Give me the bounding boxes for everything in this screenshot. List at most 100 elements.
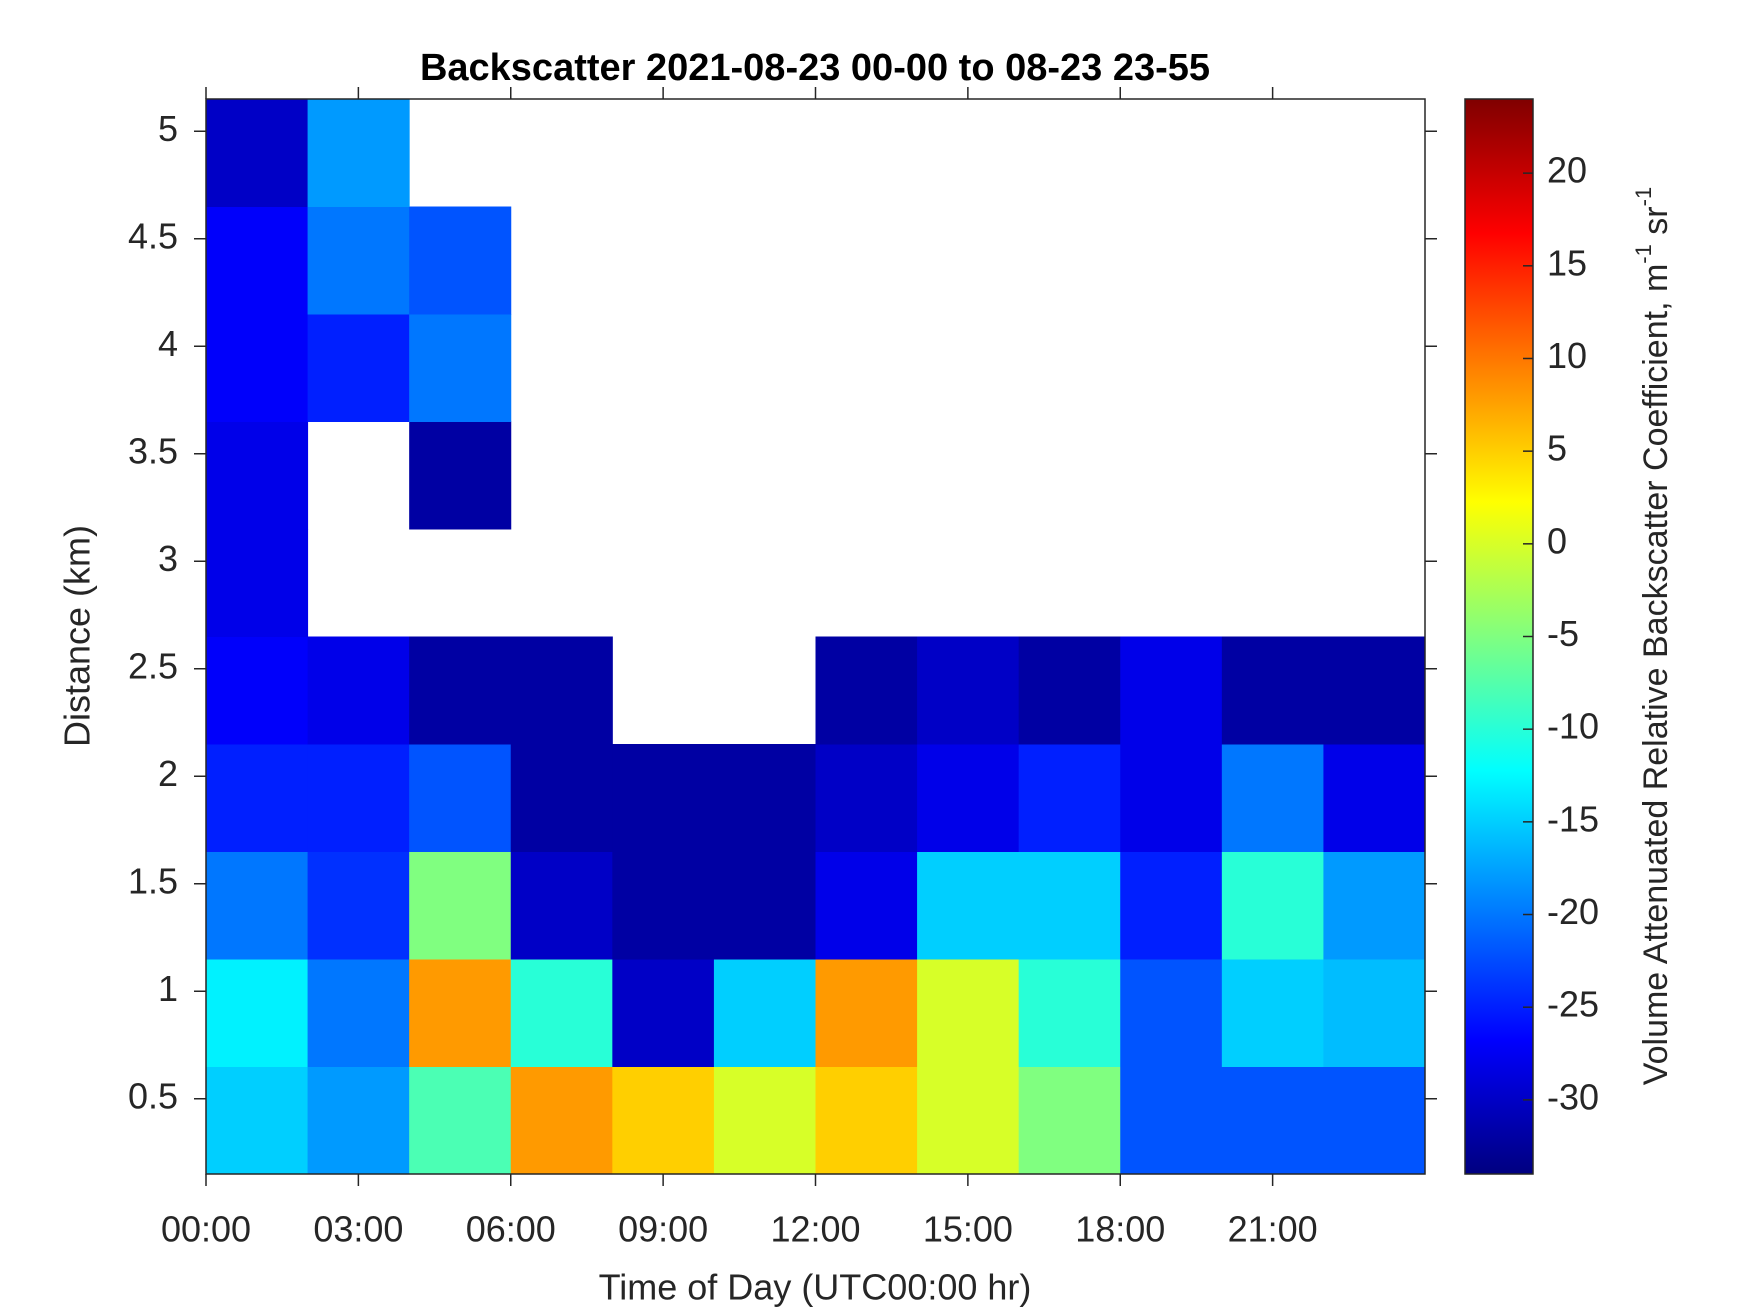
heat-cell xyxy=(409,314,512,422)
heat-cell xyxy=(1018,744,1121,852)
heat-cell xyxy=(713,959,816,1067)
heat-cell xyxy=(206,99,309,207)
heat-cell xyxy=(612,744,715,852)
y-axis-label: Distance (km) xyxy=(57,525,98,747)
heat-cell xyxy=(917,851,1020,960)
heat-cell xyxy=(409,959,512,1067)
heat-cell xyxy=(206,421,309,530)
y-tick-label: 2 xyxy=(158,753,178,794)
heat-cell xyxy=(1323,744,1426,852)
y-tick-label: 0.5 xyxy=(128,1075,178,1116)
heat-cell xyxy=(1323,851,1426,960)
heat-cell xyxy=(815,744,918,852)
heat-cell xyxy=(917,744,1020,852)
colorbar-tick-label: -5 xyxy=(1547,613,1579,654)
y-tick-label: 4.5 xyxy=(128,215,178,256)
heat-cell xyxy=(815,1066,918,1175)
y-tick-label: 3.5 xyxy=(128,430,178,471)
heat-cell xyxy=(409,1066,512,1175)
superscript: -1 xyxy=(1631,244,1656,264)
heat-cell xyxy=(206,314,309,422)
colorbar-tick-label: 10 xyxy=(1547,335,1587,376)
heat-cell xyxy=(510,636,613,745)
heat-cell xyxy=(409,851,512,960)
colorbar-label: Volume Attenuated Relative Backscatter C… xyxy=(1631,187,1675,1085)
heat-cell xyxy=(1221,744,1324,852)
heat-cell xyxy=(1120,959,1223,1067)
heat-cell xyxy=(1221,636,1324,745)
heat-cell xyxy=(713,1066,816,1175)
heat-cell xyxy=(815,851,918,960)
x-tick-label: 00:00 xyxy=(161,1209,251,1250)
heat-cell xyxy=(307,314,410,422)
heat-cell xyxy=(409,421,512,530)
heat-cell xyxy=(206,959,309,1067)
y-tick-label: 3 xyxy=(158,538,178,579)
heat-cell xyxy=(206,1066,309,1175)
colorbar-tick-label: -20 xyxy=(1547,891,1599,932)
colorbar-tick-label: 0 xyxy=(1547,520,1567,561)
heat-cell xyxy=(1323,636,1426,745)
y-tick-label: 5 xyxy=(158,108,178,149)
superscript: -1 xyxy=(1631,187,1656,207)
heat-cell xyxy=(307,744,410,852)
label-part: sr xyxy=(1637,206,1675,244)
heat-cell xyxy=(409,206,512,315)
heat-cell xyxy=(612,1066,715,1175)
x-tick-label: 18:00 xyxy=(1075,1209,1165,1250)
colorbar-tick-label: 15 xyxy=(1547,242,1587,283)
heat-cell xyxy=(1120,744,1223,852)
x-tick-label: 09:00 xyxy=(618,1209,708,1250)
x-tick-label: 03:00 xyxy=(313,1209,403,1250)
label-part: Volume Attenuated Relative Backscatter C… xyxy=(1637,264,1675,1085)
x-tick-label: 15:00 xyxy=(923,1209,1013,1250)
heat-cell xyxy=(307,851,410,960)
heat-cell xyxy=(1018,851,1121,960)
heat-cell xyxy=(510,1066,613,1175)
heat-cell xyxy=(307,1066,410,1175)
heat-cell xyxy=(206,206,309,315)
colorbar-tick-label: -10 xyxy=(1547,706,1599,747)
colorbar-tick-label: -30 xyxy=(1547,1076,1599,1117)
colorbar-tick-label: 20 xyxy=(1547,150,1587,191)
heat-cell xyxy=(1221,959,1324,1067)
heat-cell xyxy=(1323,959,1426,1067)
colorbar-tick-label: -15 xyxy=(1547,798,1599,839)
colorbar-tick-label: 5 xyxy=(1547,428,1567,469)
heat-cell xyxy=(307,99,410,207)
heat-cell xyxy=(307,959,410,1067)
colorbar-tick-label: -25 xyxy=(1547,984,1599,1025)
heat-cell xyxy=(510,851,613,960)
heat-cell xyxy=(510,959,613,1067)
heat-cell xyxy=(307,636,410,745)
heat-cell xyxy=(206,529,309,637)
colorbar xyxy=(1464,98,1534,1175)
y-tick-label: 2.5 xyxy=(128,645,178,686)
x-axis-label: Time of Day (UTC00:00 hr) xyxy=(599,1267,1032,1308)
heat-cell xyxy=(917,1066,1020,1175)
heat-cell xyxy=(1018,636,1121,745)
y-tick-label: 1.5 xyxy=(128,860,178,901)
heat-cell xyxy=(1018,1066,1121,1175)
heat-cell xyxy=(713,744,816,852)
x-tick-label: 12:00 xyxy=(770,1209,860,1250)
heat-cell xyxy=(1120,1066,1223,1175)
y-tick-label: 1 xyxy=(158,968,178,1009)
heat-cell xyxy=(510,744,613,852)
chart-title: Backscatter 2021-08-23 00-00 to 08-23 23… xyxy=(420,47,1210,89)
heat-cell xyxy=(307,206,410,315)
heat-cell xyxy=(917,959,1020,1067)
heat-cell xyxy=(1120,636,1223,745)
heat-cell xyxy=(815,959,918,1067)
heat-cell xyxy=(409,636,512,745)
heat-cell xyxy=(1120,851,1223,960)
heat-cell xyxy=(815,636,918,745)
heat-cell xyxy=(917,636,1020,745)
y-tick-label: 4 xyxy=(158,323,178,364)
heat-cell xyxy=(612,851,715,960)
heat-cell xyxy=(206,744,309,852)
x-tick-label: 06:00 xyxy=(466,1209,556,1250)
heat-cell xyxy=(206,851,309,960)
